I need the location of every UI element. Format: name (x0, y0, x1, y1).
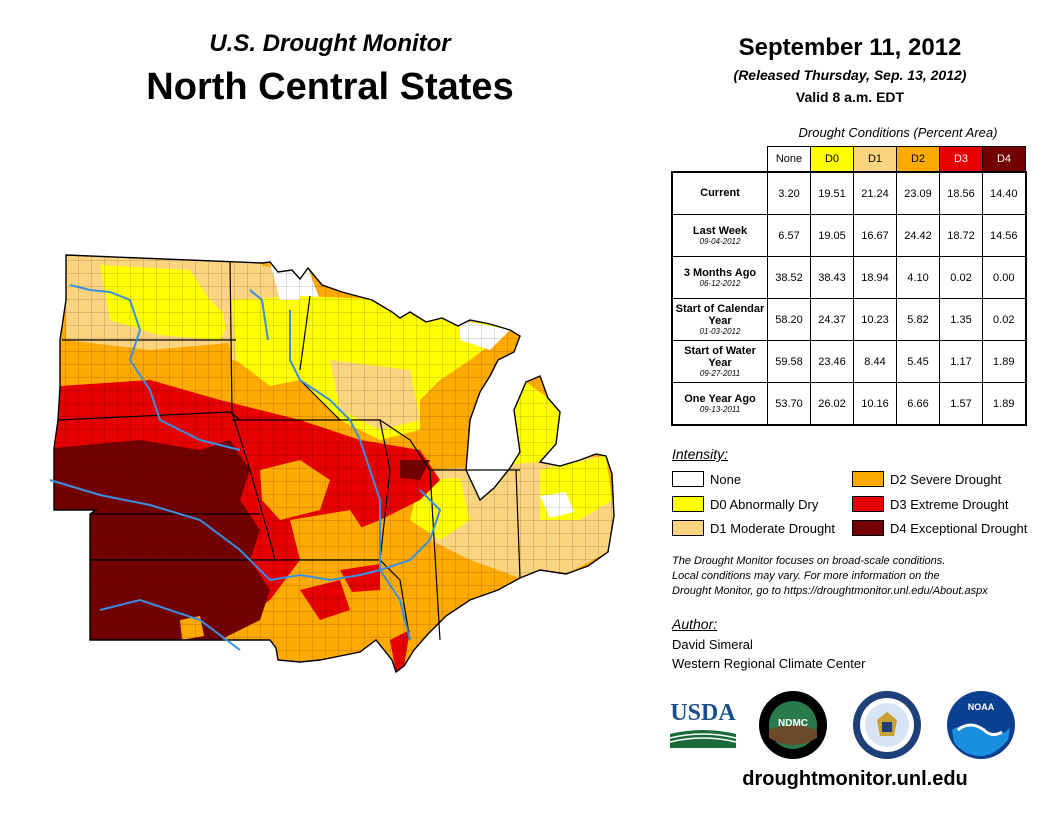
table-row: One Year Ago 09-13-2011 53.70 26.02 10.16… (671, 382, 1027, 426)
table-cell: 53.70 (767, 382, 811, 426)
noaa-logo: NOAA (946, 690, 1016, 760)
table-cell: 38.43 (810, 256, 854, 299)
table-cell: 1.35 (939, 298, 983, 341)
table-row: Last Week 09-04-2012 6.57 19.05 16.67 24.… (671, 214, 1027, 257)
disclaimer-line: The Drought Monitor focuses on broad-sca… (672, 555, 946, 567)
table-cell: 1.17 (939, 340, 983, 383)
website-link[interactable]: droughtmonitor.unl.edu (742, 768, 968, 790)
map-subtitle: U.S. Drought Monitor (209, 30, 451, 57)
legend-swatch (672, 471, 704, 487)
table-header-row: None D0 D1 D2 D3 D4 (672, 146, 1026, 173)
column-header-d3: D3 (939, 146, 983, 173)
legend-swatch (672, 520, 704, 536)
table-cell: 23.46 (810, 340, 854, 383)
table-cell: 59.58 (767, 340, 811, 383)
author-heading: Author: (672, 616, 718, 632)
column-header-d2: D2 (896, 146, 940, 173)
row-label: Last Week 09-04-2012 (671, 214, 768, 257)
table-cell: 23.09 (896, 171, 940, 215)
conditions-table: None D0 D1 D2 D3 D4 Current 3.20 19.51 2… (671, 146, 1027, 426)
row-label: Start of Water Year 09-27-2011 (671, 340, 768, 383)
table-cell: 58.20 (767, 298, 811, 341)
author-name: David Simeral (672, 637, 753, 652)
table-cell: 10.23 (853, 298, 897, 341)
drought-map (49, 254, 615, 674)
table-cell: 0.00 (982, 256, 1027, 299)
column-header-d4: D4 (982, 146, 1026, 173)
table-cell: 18.94 (853, 256, 897, 299)
ndmc-logo-text: NDMC (778, 718, 808, 729)
rivers (49, 284, 442, 651)
table-cell: 10.16 (853, 382, 897, 426)
legend-label: None (710, 472, 742, 487)
column-header-d1: D1 (853, 146, 897, 173)
table-cell: 4.10 (896, 256, 940, 299)
legend-swatch (852, 471, 884, 487)
table-cell: 14.40 (982, 171, 1027, 215)
drought-areas (54, 255, 614, 672)
conditions-caption: Drought Conditions (Percent Area) (798, 125, 998, 140)
release-date: (Released Thursday, Sep. 13, 2012) (733, 67, 967, 83)
legend-swatch (852, 496, 884, 512)
table-row: Start of Water Year 09-27-2011 59.58 23.4… (671, 340, 1027, 383)
legend-label: D0 Abnormally Dry (710, 497, 819, 512)
table-cell: 0.02 (939, 256, 983, 299)
legend-swatch (852, 520, 884, 536)
usda-logo: USDA (670, 700, 736, 750)
table-cell: 18.72 (939, 214, 983, 257)
table-cell: 6.57 (767, 214, 811, 257)
column-header-d0: D0 (810, 146, 854, 173)
table-cell: 19.51 (810, 171, 854, 215)
table-row: Current 3.20 19.51 21.24 23.09 18.56 14.… (671, 171, 1027, 215)
table-cell: 5.82 (896, 298, 940, 341)
ndmc-logo: NDMC (758, 690, 828, 760)
map-title: North Central States (146, 66, 514, 108)
table-cell: 1.89 (982, 340, 1027, 383)
disclaimer-line: Local conditions may vary. For more info… (672, 570, 940, 582)
row-label: One Year Ago 09-13-2011 (671, 382, 768, 426)
table-cell: 18.56 (939, 171, 983, 215)
table-cell: 19.05 (810, 214, 854, 257)
row-label: Current (671, 171, 768, 215)
row-label: Start of Calendar Year 01-03-2012 (671, 298, 768, 341)
legend-heading: Intensity: (672, 446, 729, 462)
table-cell: 0.02 (982, 298, 1027, 341)
table-cell: 21.24 (853, 171, 897, 215)
table-cell: 1.89 (982, 382, 1027, 426)
table-cell: 5.45 (896, 340, 940, 383)
disclaimer-line: Drought Monitor, go to https://droughtmo… (672, 585, 988, 597)
table-cell: 14.56 (982, 214, 1027, 257)
table-cell: 1.57 (939, 382, 983, 426)
legend-swatch (672, 496, 704, 512)
legend-label: D3 Extreme Drought (890, 497, 1009, 512)
noaa-logo-text: NOAA (967, 702, 995, 712)
table-cell: 38.52 (767, 256, 811, 299)
table-cell: 16.67 (853, 214, 897, 257)
state-lines (57, 261, 521, 641)
table-cell: 8.44 (853, 340, 897, 383)
map-date: September 11, 2012 (738, 34, 962, 61)
table-row: Start of Calendar Year 01-03-2012 58.20 2… (671, 298, 1027, 341)
commerce-seal (852, 690, 922, 760)
table-cell: 26.02 (810, 382, 854, 426)
legend-label: D1 Moderate Drought (710, 521, 836, 536)
table-cell: 3.20 (767, 171, 811, 215)
disclaimer: The Drought Monitor focuses on broad-sca… (672, 554, 1042, 599)
table-cell: 24.42 (896, 214, 940, 257)
table-cell: 24.37 (810, 298, 854, 341)
table-row: 3 Months Ago 06-12-2012 38.52 38.43 18.94… (671, 256, 1027, 299)
author-org: Western Regional Climate Center (672, 656, 866, 671)
table-cell: 6.66 (896, 382, 940, 426)
legend-label: D4 Exceptional Drought (890, 521, 1028, 536)
usda-logo-text: USDA (670, 700, 736, 726)
table-corner (672, 147, 768, 173)
row-label: 3 Months Ago 06-12-2012 (671, 256, 768, 299)
legend-label: D2 Severe Drought (890, 472, 1002, 487)
valid-time: Valid 8 a.m. EDT (795, 89, 905, 105)
column-header-none: None (767, 146, 811, 173)
